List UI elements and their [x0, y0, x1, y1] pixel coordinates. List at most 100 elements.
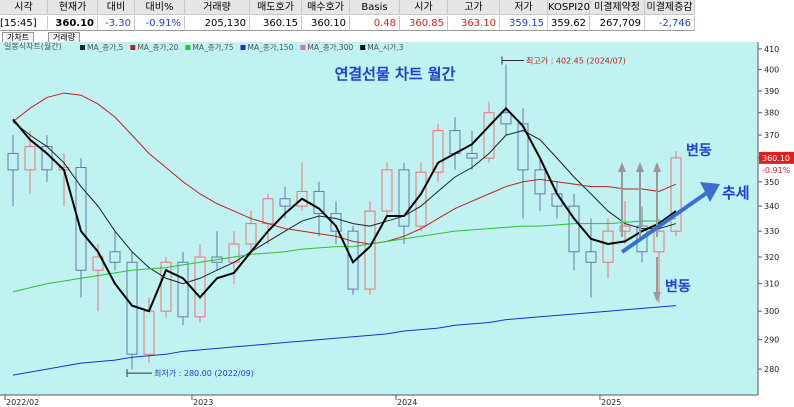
- y-tick-label: 310: [764, 280, 779, 289]
- candle-body: [92, 256, 104, 271]
- y-tick-label: 400: [764, 66, 779, 75]
- column-header: 매도호가: [250, 0, 302, 15]
- candle-body: [7, 152, 19, 171]
- legend-label: MA_종가,300: [307, 43, 353, 52]
- y-tick-label: 290: [764, 336, 779, 345]
- candle-body: [143, 310, 155, 355]
- candle-body: [432, 130, 444, 173]
- plot-background: [0, 42, 758, 395]
- legend-swatch: [360, 45, 366, 50]
- ma-line: [12, 305, 677, 376]
- change-label: -0.91%: [762, 166, 791, 175]
- x-tick-label: 2025: [601, 398, 621, 407]
- candle-body: [262, 198, 274, 225]
- column-header: 거래량: [185, 0, 250, 15]
- column-value: 360.85: [400, 16, 448, 31]
- gray-arrowhead: [653, 292, 661, 302]
- candle-body: [160, 261, 172, 312]
- ma-line: [12, 121, 677, 285]
- x-tick-label: 2022/02: [6, 398, 39, 407]
- y-tick-label: 340: [764, 202, 779, 211]
- candle-body: [670, 157, 682, 232]
- ma-line: [12, 218, 677, 293]
- candle-body: [500, 112, 512, 125]
- annotation: 추세: [722, 184, 750, 202]
- column-value: 267,709: [590, 16, 645, 31]
- note-leader: [126, 369, 152, 378]
- annotation: 변동: [665, 279, 691, 295]
- column-value: 360.10: [302, 16, 350, 31]
- legend-label: MA_종가,75: [192, 43, 233, 52]
- candle-body: [177, 261, 189, 318]
- y-tick-label: 320: [764, 253, 779, 262]
- annotation: 변동: [686, 143, 712, 159]
- chart-title: 연결선물 차트 월간: [335, 65, 456, 83]
- ma-line: [12, 92, 677, 245]
- column-value: 363.10: [448, 16, 500, 31]
- column-header: 매수호가: [302, 0, 350, 15]
- column-value: 0.48: [350, 16, 400, 31]
- legend-swatch: [130, 45, 136, 50]
- column-header: 현재가: [48, 0, 98, 15]
- candle-body: [568, 205, 580, 253]
- candle-body: [534, 169, 546, 195]
- candle-body: [517, 123, 529, 171]
- candle-body: [449, 130, 461, 154]
- note-leader: [501, 56, 524, 65]
- legend-swatch: [240, 45, 246, 50]
- candle-body: [109, 251, 121, 263]
- legend-label: MA_종가,5: [87, 43, 124, 52]
- low-note: 최저가 : 280.00 (2022/09): [154, 368, 254, 378]
- column-value: -3.30: [98, 16, 135, 31]
- candle-body: [381, 169, 393, 212]
- y-tick-label: 300: [764, 307, 779, 316]
- legend-label: MA_종가,150: [248, 43, 294, 52]
- y-tick-label: 370: [764, 131, 779, 140]
- candle-body: [653, 230, 665, 253]
- candle-body: [585, 251, 597, 263]
- legend-label: MA_종가,20: [137, 43, 178, 52]
- y-tick-label: 350: [764, 178, 779, 187]
- y-tick-label: 380: [764, 109, 779, 118]
- column-header: 저가: [500, 0, 548, 15]
- column-value: 205,130: [185, 16, 250, 31]
- column-header: KOSPI200: [548, 0, 597, 15]
- gray-arrowhead: [618, 162, 626, 172]
- column-header: 미결제증감: [645, 0, 695, 15]
- x-tick-label: 2023: [193, 398, 213, 407]
- y-tick-label: 410: [764, 45, 779, 54]
- legend-label: MA_시가,3: [367, 43, 404, 52]
- gray-arrowhead: [636, 162, 644, 172]
- candle-body: [245, 223, 257, 245]
- column-header: 대비: [98, 0, 135, 15]
- candle-body: [602, 230, 614, 263]
- column-value: 359.62: [548, 16, 590, 31]
- column-value: 360.10: [48, 16, 98, 31]
- column-header: 시각: [0, 0, 48, 15]
- y-tick-label: 390: [764, 87, 779, 96]
- legend-swatch: [185, 45, 191, 50]
- x-tick-label: 2024: [397, 398, 417, 407]
- candle-body: [466, 152, 478, 159]
- ma-line: [12, 106, 677, 313]
- column-header: 대비%: [135, 0, 185, 15]
- candle-body: [279, 198, 291, 207]
- column-header: Basis: [350, 0, 400, 15]
- trend-arrowhead: [700, 182, 720, 202]
- column-value: 359.15: [500, 16, 548, 31]
- chart: 2802903003103203303403503603703803904004…: [0, 42, 794, 407]
- column-header: 미결제약정: [590, 0, 645, 15]
- candle-body: [75, 167, 87, 271]
- candle-body: [24, 146, 36, 171]
- candle-body: [313, 190, 325, 215]
- y-tick-label: 280: [764, 365, 779, 374]
- candle-body: [398, 169, 410, 227]
- column-value: -2,746: [645, 16, 695, 31]
- y-tick-label: 330: [764, 227, 779, 236]
- price-box: [759, 151, 794, 164]
- high-note: 최고가 : 402.45 (2024/07): [526, 56, 626, 66]
- trend-line: [639, 201, 693, 241]
- legend-swatch: [300, 45, 306, 50]
- candle-body: [619, 225, 631, 232]
